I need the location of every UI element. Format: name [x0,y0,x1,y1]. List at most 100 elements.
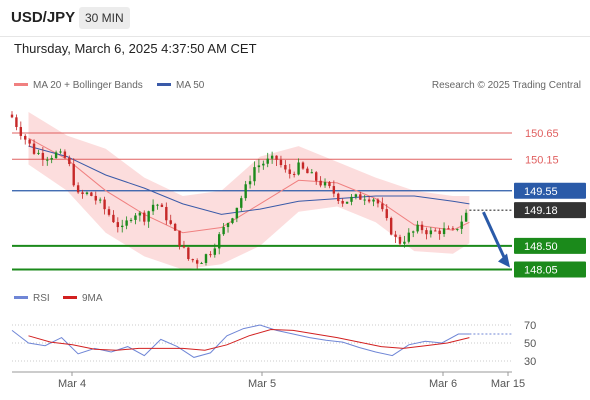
candle-body [288,169,291,174]
candle-body [367,199,371,202]
candle-body [85,192,89,194]
candle-body [460,221,463,229]
candle-body [407,232,410,242]
candle-body [297,162,300,175]
candle-body [143,212,146,222]
candle-body [129,219,133,221]
credit-text: Research © 2025 Trading Central [431,80,581,91]
candle-body [182,246,186,248]
ma20-legend: MA 20 + Bollinger Bands [14,80,143,91]
rsi-ma-legend-label: 9MA [82,293,103,304]
candle-body [134,215,137,220]
candle-body [125,220,128,226]
candle-body [165,206,168,221]
candle-body [218,234,221,249]
candle-body [59,151,62,153]
level-tag-support [514,237,586,254]
candle-body [200,262,203,264]
candle-body [389,218,393,235]
candle-body [156,204,159,206]
candle-body [306,168,309,174]
candle-body [442,228,446,235]
x-tick-label: Mar 6 [429,378,457,390]
projection-arrow-line [482,211,508,263]
candle-body [253,167,256,182]
candle-body [187,247,190,260]
candle-body [235,207,239,219]
candle-body [345,201,349,204]
candle-body [447,228,450,230]
candle-body [434,230,437,232]
candle-body [292,173,296,175]
chart-header: USD/JPY 30 MIN [0,0,590,37]
symbol-label: USD/JPY [11,9,76,26]
candle-body [195,260,199,264]
ma50-legend-label: MA 50 [176,80,205,91]
candle-body [354,194,358,197]
candle-body [90,192,93,196]
candle-body [46,159,49,161]
candle-body [116,222,120,228]
candle-body [209,254,212,256]
candle-body [178,230,181,247]
level-label-resistance: 150.65 [525,128,559,140]
timestamp: Thursday, March 6, 2025 4:37:50 AM CET [14,41,257,56]
candle-body [381,203,384,210]
candle-body [323,182,327,186]
candle-body [213,248,217,255]
level-tag-support [514,261,586,278]
ma20-swatch [14,82,28,86]
candle-body [151,204,155,212]
candle-body [310,172,314,174]
candle-body [420,224,424,231]
x-tick-label: Mar 4 [58,378,86,390]
level-label-support: 148.05 [524,265,558,277]
candle-body [429,230,433,235]
candle-body [248,181,252,185]
candle-body [244,184,247,199]
rsi-tick-label: 70 [524,320,536,332]
candle-body [81,192,84,194]
candle-body [451,228,455,230]
candle-body [121,225,124,228]
candle-body [41,152,45,160]
candle-body [32,143,36,154]
candle-body [191,259,194,261]
candle-body [28,139,31,144]
candle-body [222,227,225,235]
candle-body [464,212,468,222]
rsi-tick-label: 50 [524,338,536,350]
candle-body [24,135,27,140]
candle-body [107,209,111,215]
candle-body [103,199,106,210]
candle-body [332,186,336,194]
level-tag-last [514,202,586,219]
candle-body [138,212,142,216]
candle-body [112,214,115,223]
candle-body [412,231,415,233]
rsi-swatch [14,295,28,299]
candle-body [284,165,287,170]
candle-body [160,204,164,207]
candle-body [68,157,71,165]
candle-body [240,198,243,208]
timeframe-badge[interactable]: 30 MIN [79,7,130,29]
candle-body [438,230,441,235]
candle-body [98,199,102,201]
rsi-ma-legend: 9MA [63,293,103,304]
ma50-line [28,145,470,215]
candle-body [10,114,14,118]
candle-body [173,223,177,231]
rsi-ma-line [28,328,470,351]
level-label-pivot: 149.55 [524,186,558,198]
ma50-legend: MA 50 [157,80,204,91]
candle-body [425,230,428,235]
candle-body [416,224,419,232]
rsi-ma-swatch [63,295,77,299]
level-label-resistance: 150.15 [525,154,559,166]
candle-body [363,199,366,201]
projection-arrow-head [498,253,510,268]
candle-body [341,200,344,204]
ma20-legend-label: MA 20 + Bollinger Bands [33,80,143,91]
